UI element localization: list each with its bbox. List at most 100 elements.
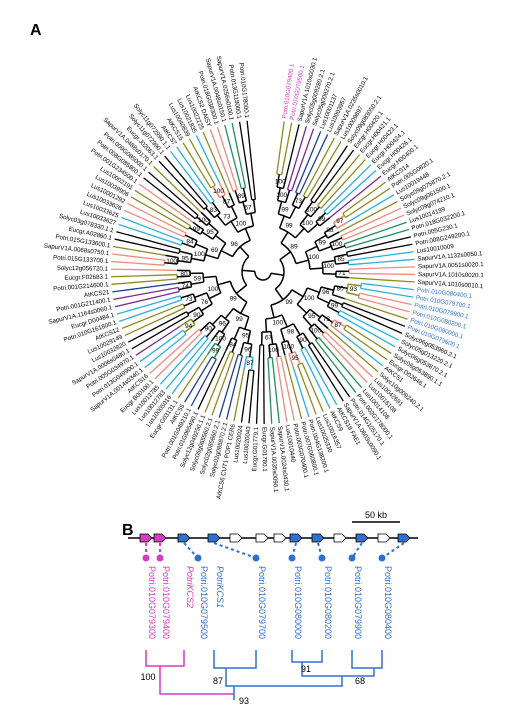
tree-branch <box>281 314 288 328</box>
bootstrap-value: 100 <box>332 241 343 248</box>
tree-branch <box>348 251 414 262</box>
gene-dot <box>156 554 164 562</box>
gene-arrow <box>177 533 191 543</box>
tree-branch <box>291 192 299 206</box>
tree-branch <box>240 301 248 314</box>
tree-leaf-label: AtKCS21 <box>84 289 111 299</box>
tree-branch <box>202 131 230 194</box>
tree-branch <box>242 269 256 273</box>
tree-branch <box>231 123 247 188</box>
tree-branch <box>309 308 321 318</box>
tree-leaf-label: SapurV1A.0051s0020.1 <box>418 261 484 270</box>
bootstrap-value: 87 <box>213 676 223 686</box>
subtree-branch <box>159 666 234 695</box>
gene-connector <box>213 542 257 559</box>
tree-branch <box>153 166 202 213</box>
tree-branch <box>165 337 209 390</box>
tree-branch <box>330 324 342 334</box>
tree-branch <box>225 355 244 420</box>
bootstrap-value: 100 <box>304 295 315 302</box>
bootstrap-value: 100 <box>275 178 286 185</box>
tree-branch <box>314 234 327 243</box>
tree-branch <box>271 357 280 424</box>
subtree-branch <box>291 650 323 663</box>
tree-branch <box>346 291 360 297</box>
tree-branch <box>360 287 414 298</box>
bootstrap-value: 99 <box>285 299 293 306</box>
tree-branch <box>296 303 308 314</box>
tree-branch <box>111 260 165 266</box>
tree-branch <box>345 187 391 219</box>
bootstrap-value: 100 <box>276 192 287 199</box>
tree-branch <box>315 212 327 223</box>
tree-branch <box>205 326 216 338</box>
bootstrap-value: 87 <box>246 360 254 367</box>
tree-branch <box>164 155 208 207</box>
tree-branch <box>334 319 346 328</box>
tree-branch <box>324 331 374 378</box>
tree-branch <box>209 129 234 192</box>
tree-branch <box>111 253 165 261</box>
tree-branch <box>310 145 348 201</box>
tree-branch <box>143 177 196 220</box>
tree-branch <box>323 164 372 212</box>
bootstrap-value: 99 <box>236 316 244 323</box>
bootstrap-value: 80 <box>180 271 188 278</box>
tree-branch <box>306 287 320 294</box>
tree-branch <box>154 332 203 380</box>
tree-branch <box>361 282 415 291</box>
tree-branch <box>149 328 200 374</box>
tree-branch <box>189 138 216 186</box>
bootstrap-value: 76 <box>201 299 209 306</box>
bootstrap-value: 100 <box>268 347 279 354</box>
tree-branch <box>182 142 212 189</box>
tree-branch <box>177 275 191 278</box>
tree-branch <box>208 292 222 300</box>
bootstrap-value: 98 <box>287 329 295 336</box>
tree-arc <box>179 295 183 301</box>
tree-branch <box>343 328 388 361</box>
tree-branch <box>345 228 410 249</box>
bootstrap-value: 100 <box>166 258 177 265</box>
gene-arrow <box>377 533 391 543</box>
tree-branch <box>195 135 221 184</box>
tree-branch <box>114 238 180 255</box>
tree-branch <box>291 289 304 298</box>
gene-label: Potri.010G080400 <box>383 566 393 639</box>
tree-branch <box>176 146 215 202</box>
tree-branch <box>294 351 301 365</box>
gene-dot <box>348 554 356 562</box>
tree-branch <box>211 202 221 214</box>
tree-branch <box>292 366 310 418</box>
tree-branch <box>275 343 280 357</box>
tree-arc <box>296 332 304 338</box>
tree-branch <box>337 313 396 348</box>
gene-arrow <box>333 533 347 543</box>
tree-branch <box>276 174 280 188</box>
tree-arc <box>246 355 254 359</box>
bootstrap-value: 100 <box>302 220 313 227</box>
tree-branch <box>348 272 415 276</box>
bootstrap-value: 90 <box>205 326 213 333</box>
tree-arc <box>192 293 197 302</box>
tree-branch <box>199 321 211 332</box>
tree-branch <box>335 261 349 265</box>
tree-branch <box>233 326 241 340</box>
bootstrap-value: 100 <box>308 254 319 261</box>
tree-arc <box>194 215 199 220</box>
tree-branch <box>246 120 257 200</box>
tree-arc <box>215 276 222 294</box>
tree-branch <box>344 298 408 320</box>
tree-branch <box>307 344 344 402</box>
tree-arc <box>280 242 297 264</box>
bootstrap-value: 73 <box>295 198 303 205</box>
gene-label: Potri.010G079500 <box>199 566 209 639</box>
bootstrap-value: 73 <box>185 296 193 303</box>
tree-branch <box>262 344 265 425</box>
tree-branch <box>211 314 222 326</box>
tree-branch <box>318 245 332 252</box>
tree-branch <box>184 356 213 403</box>
panel-a-label: A <box>30 22 42 39</box>
tree-branch <box>191 257 205 262</box>
tree-branch <box>123 209 185 238</box>
